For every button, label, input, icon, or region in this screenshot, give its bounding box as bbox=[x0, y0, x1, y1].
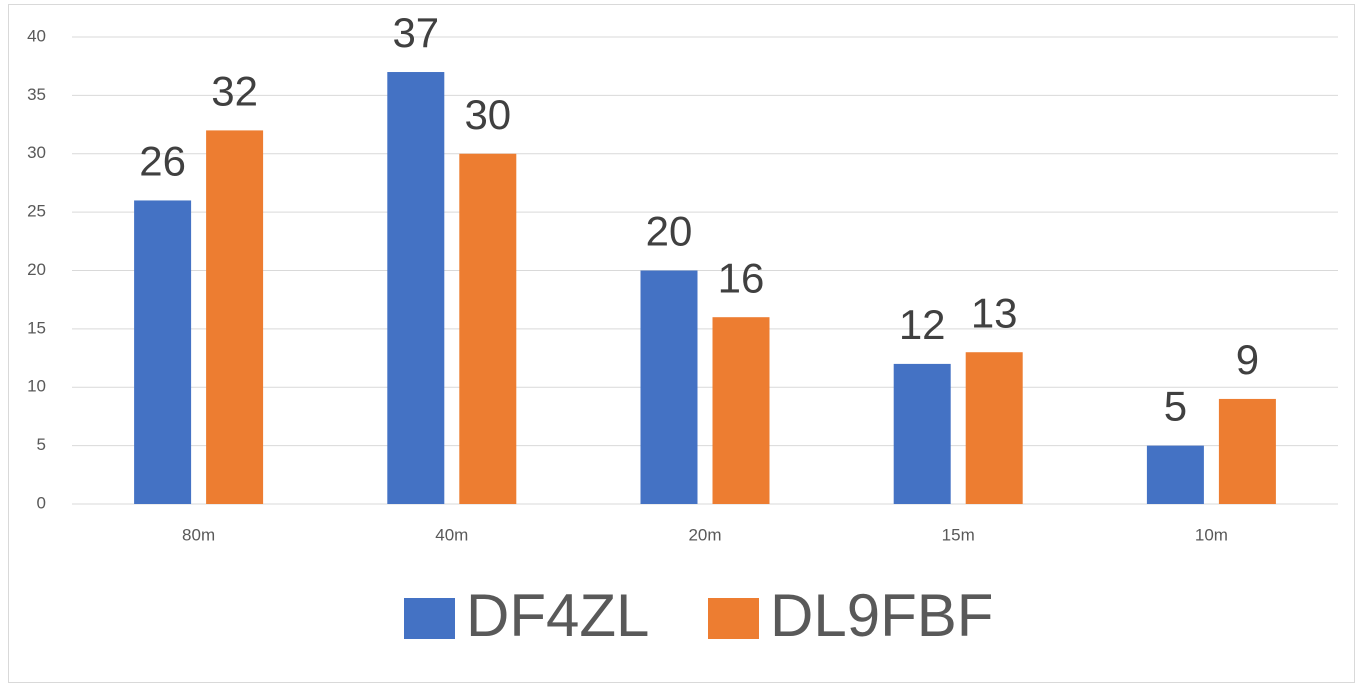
data-label: 26 bbox=[139, 138, 186, 185]
legend-swatch bbox=[708, 598, 759, 639]
bar bbox=[134, 200, 192, 504]
y-tick-label: 5 bbox=[37, 435, 46, 454]
bar bbox=[459, 153, 517, 504]
legend-label: DF4ZL bbox=[466, 582, 649, 649]
bar bbox=[965, 352, 1023, 504]
x-tick-label: 80m bbox=[182, 525, 215, 544]
data-label: 12 bbox=[899, 301, 946, 348]
data-label: 9 bbox=[1236, 336, 1259, 383]
data-label: 37 bbox=[392, 9, 439, 56]
y-tick-label: 20 bbox=[27, 260, 46, 279]
bar bbox=[1218, 398, 1276, 504]
data-label: 20 bbox=[646, 208, 693, 255]
y-tick-label: 35 bbox=[27, 85, 46, 104]
data-label: 16 bbox=[718, 254, 765, 301]
y-tick-label: 0 bbox=[37, 493, 46, 512]
data-label: 13 bbox=[971, 289, 1018, 336]
bar bbox=[893, 363, 951, 504]
bar bbox=[206, 130, 264, 504]
bar bbox=[640, 270, 698, 504]
y-tick-label: 30 bbox=[27, 143, 46, 162]
x-tick-label: 40m bbox=[435, 525, 468, 544]
y-tick-label: 25 bbox=[27, 202, 46, 221]
x-tick-label: 15m bbox=[942, 525, 975, 544]
bar bbox=[712, 317, 770, 504]
y-tick-label: 40 bbox=[27, 26, 46, 45]
x-tick-label: 10m bbox=[1195, 525, 1228, 544]
legend-label: DL9FBF bbox=[770, 582, 993, 649]
y-tick-label: 10 bbox=[27, 377, 46, 396]
legend-swatch bbox=[404, 598, 455, 639]
data-label: 5 bbox=[1164, 383, 1187, 430]
y-tick-label: 15 bbox=[27, 318, 46, 337]
data-label: 30 bbox=[464, 91, 511, 138]
bar bbox=[1146, 445, 1204, 504]
data-label: 32 bbox=[211, 67, 258, 114]
bar bbox=[387, 72, 445, 505]
x-tick-label: 20m bbox=[688, 525, 721, 544]
